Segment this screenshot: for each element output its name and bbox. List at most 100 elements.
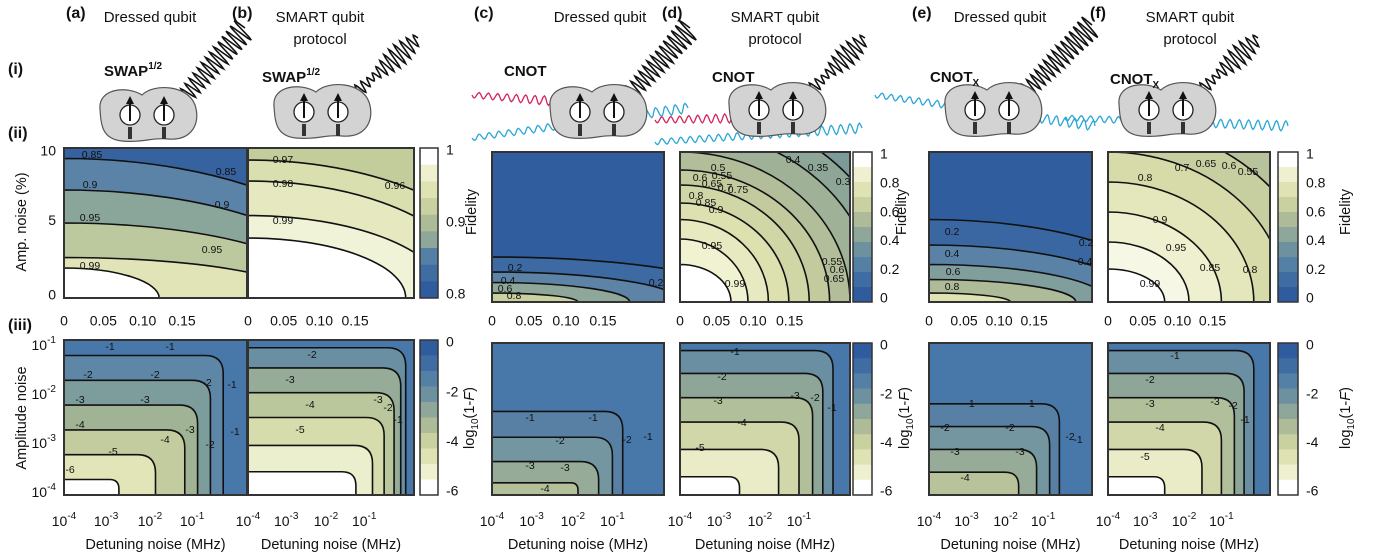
gate-electrode — [791, 122, 795, 134]
tick-exponent: -4 — [47, 482, 56, 493]
tick-exponent: -4 — [67, 511, 76, 522]
colorbar-band — [420, 449, 438, 465]
colorbar-band — [420, 231, 438, 248]
colorbar-tick-label: 0.8 — [1306, 175, 1326, 191]
gate-superscript: 1/2 — [148, 61, 162, 72]
tick-base: 10 — [561, 513, 577, 529]
tick-exponent: -4 — [251, 511, 260, 522]
contour-label: -3 — [560, 462, 569, 474]
contour-label: 0.95 — [80, 212, 101, 224]
contour-label: -2 — [1005, 422, 1014, 434]
tick-base: 10 — [1209, 513, 1225, 529]
tick-label: 10-2 — [138, 511, 163, 529]
contour-label: -3 — [140, 394, 149, 406]
x-tick-label: 0.05 — [1129, 313, 1156, 329]
tick-base: 10 — [600, 513, 616, 529]
colorbar-tick-label: 0 — [880, 290, 888, 306]
y-tick-label: 10 — [40, 143, 56, 159]
contour-label: 0.9 — [709, 204, 724, 216]
contour-label: -3 — [713, 395, 722, 407]
contour-label: 0.95 — [1166, 242, 1187, 254]
tick-base: 10 — [180, 513, 196, 529]
contour-label: 0.97 — [273, 154, 294, 166]
colorbar-tick-label: 0.4 — [1306, 232, 1326, 248]
gate-electrode — [973, 122, 977, 134]
gate-electrode — [128, 127, 132, 139]
contour-region — [929, 472, 1019, 495]
x-tick-label: 0 — [925, 313, 933, 329]
tick-exponent: -2 — [1009, 511, 1018, 522]
colorbar-band — [853, 242, 872, 258]
contour-label: 0.99 — [1140, 278, 1161, 290]
colorbar-band — [1278, 227, 1298, 243]
tick-base: 10 — [668, 513, 684, 529]
label-part: ) — [462, 387, 478, 392]
colorbar-band — [1278, 449, 1298, 465]
tick-exponent: -2 — [763, 511, 772, 522]
colorbar-band — [853, 227, 872, 243]
y-axis-label: Amplitude noise — [14, 366, 30, 469]
device-body — [1119, 83, 1216, 137]
tick-label: 10-1 — [1209, 511, 1234, 529]
tick-label: 10-3 — [274, 511, 299, 529]
colorbar-band — [853, 389, 872, 405]
contour-label: -2 — [307, 349, 316, 361]
qubit-device — [1119, 83, 1216, 137]
contour-label: -4 — [737, 417, 746, 429]
colorbar-tick-label: 1 — [1306, 146, 1314, 162]
colorbar-band — [420, 198, 438, 215]
gate-electrode — [612, 124, 616, 136]
contour-label: 0.85 — [216, 166, 237, 178]
colorbar-band — [1278, 212, 1298, 228]
gate-label: CNOT — [504, 63, 547, 80]
contour-label: -4 — [75, 419, 84, 431]
tick-base: 10 — [707, 513, 723, 529]
colorbar-band — [1278, 465, 1298, 481]
colorbar-tick-label: 1 — [446, 142, 454, 158]
colorbar-band — [1278, 257, 1298, 273]
x-tick-label: 0.10 — [985, 313, 1012, 329]
contour-region — [1108, 477, 1165, 495]
label-part: log — [1338, 430, 1354, 449]
contour-label: 0.4 — [1078, 256, 1093, 268]
tick-label: 10-2 — [314, 511, 339, 529]
x-axis-label: Detuning noise (MHz) — [261, 537, 401, 553]
panel-letter: (c) — [474, 5, 494, 22]
contour-label: -4 — [960, 472, 969, 484]
contour-label: 0.75 — [728, 184, 749, 196]
contour-label: -2 — [717, 371, 726, 383]
contour-label: -3 — [285, 374, 294, 386]
y-tick-label: 0 — [48, 287, 56, 303]
x-tick-label: 0.15 — [1021, 313, 1048, 329]
x-tick-label: 0.05 — [515, 313, 542, 329]
colorbar-band — [1278, 182, 1298, 198]
gate-electrode — [1147, 122, 1151, 134]
device-body — [729, 83, 826, 137]
tick-exponent: -4 — [495, 511, 504, 522]
colorbar-band — [420, 464, 438, 480]
contour-label: 0.8 — [945, 281, 960, 293]
contour-label: 0.98 — [273, 178, 294, 190]
contour-label: -2 — [83, 369, 92, 381]
tick-label: 10-4 — [32, 482, 57, 500]
contour-label: 0.8 — [1243, 264, 1258, 276]
tick-base: 10 — [917, 513, 933, 529]
colorbar-tick-label: 0.6 — [1306, 203, 1326, 219]
tick-base: 10 — [274, 513, 290, 529]
tick-exponent: -2 — [47, 384, 56, 395]
tick-base: 10 — [236, 513, 252, 529]
gate-label: CNOT — [712, 69, 755, 86]
panel-title: SMART qubit — [1146, 9, 1235, 26]
y-tick-label: 5 — [48, 212, 56, 228]
tick-base: 10 — [480, 513, 496, 529]
gate-label: CNOTX — [930, 69, 980, 89]
y-axis-label: Amp. noise (%) — [14, 172, 30, 271]
x-tick-label: 0.05 — [90, 313, 117, 329]
gate-superscript: 1/2 — [306, 67, 320, 78]
colorbar-tick-label: 0 — [1306, 337, 1314, 353]
label-sub: 10 — [905, 418, 916, 430]
tick-exponent: -3 — [722, 511, 731, 522]
gate-label: SWAP1/2 — [262, 67, 321, 86]
label-part: (1- — [897, 401, 913, 419]
label-part: (1- — [462, 401, 478, 419]
